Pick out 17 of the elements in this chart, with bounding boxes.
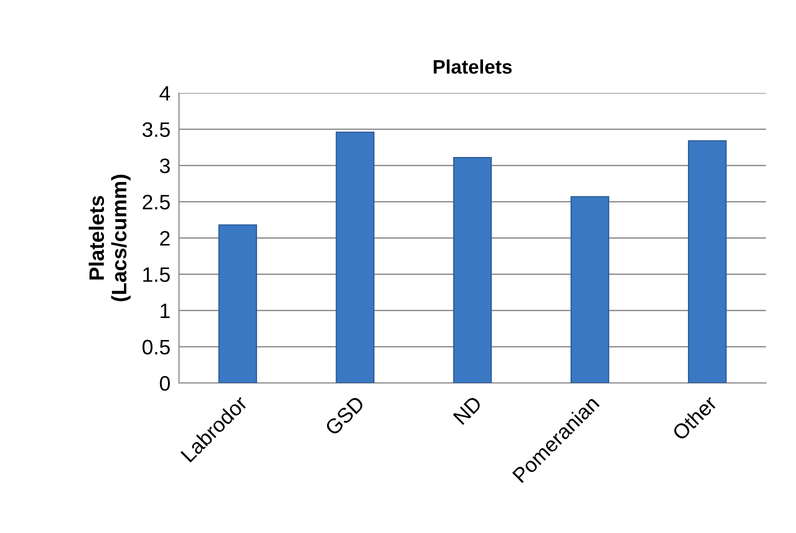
bar [453,156,492,383]
y-axis-title: Platelets (Lacs/cumm) [88,174,131,302]
bar [218,224,258,383]
y-tick-label: 2 [160,231,170,246]
y-tick-label: 1 [160,304,170,318]
bar [688,140,727,383]
x-tick-label: ND [452,395,482,425]
chart-title: Platelets [434,59,512,74]
y-tick-label: 3.5 [142,122,170,138]
y-tick-label: 4 [160,86,170,101]
bar [570,196,610,383]
y-tick-label: 1.5 [143,267,170,282]
y-tick-label: 0 [160,376,170,391]
y-tick-label: 3 [160,158,170,174]
y-tick-label: 0.5 [142,340,170,355]
bar [336,132,374,383]
y-tick-label: 2.5 [142,194,170,210]
